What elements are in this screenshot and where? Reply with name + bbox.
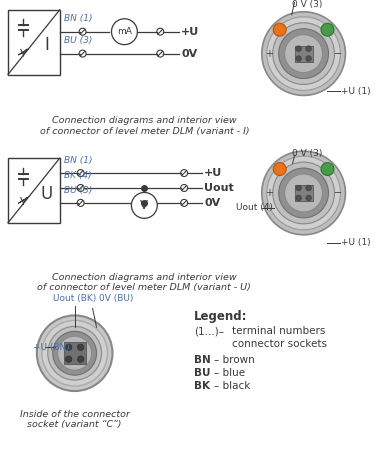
Bar: [294, 185, 313, 201]
Circle shape: [296, 46, 301, 52]
Circle shape: [279, 168, 328, 218]
Text: Connection diagrams and interior view
of connector of level meter DLM (variant -: Connection diagrams and interior view of…: [40, 116, 249, 136]
Text: 0V: 0V: [181, 49, 197, 59]
Circle shape: [306, 46, 311, 52]
Text: 0 V (3): 0 V (3): [292, 149, 322, 158]
Circle shape: [306, 56, 311, 61]
Text: – brown: – brown: [214, 355, 255, 365]
Circle shape: [285, 174, 322, 212]
Text: 0V (BU): 0V (BU): [99, 295, 133, 303]
Circle shape: [273, 162, 335, 224]
Bar: [64, 342, 85, 364]
Text: 0V: 0V: [204, 198, 220, 208]
Text: −: −: [335, 49, 342, 59]
Text: Uout (4): Uout (4): [236, 204, 273, 212]
Circle shape: [285, 35, 322, 73]
Text: +U (BN): +U (BN): [33, 343, 70, 352]
Circle shape: [58, 336, 91, 370]
Circle shape: [112, 19, 137, 45]
Circle shape: [262, 12, 345, 95]
Text: BK: BK: [194, 381, 210, 391]
Bar: [8, 158, 60, 223]
Text: +U (1): +U (1): [341, 87, 371, 96]
Bar: [294, 45, 313, 61]
Text: (1...)–: (1...)–: [194, 326, 224, 336]
Text: BU (3): BU (3): [64, 186, 92, 195]
Text: +U (1): +U (1): [341, 238, 371, 247]
Text: +: +: [265, 49, 273, 59]
Text: BK (4): BK (4): [64, 171, 91, 180]
Text: BN (1): BN (1): [64, 156, 92, 165]
Text: connector sockets: connector sockets: [232, 339, 327, 349]
Circle shape: [37, 315, 113, 391]
Circle shape: [267, 17, 341, 91]
Circle shape: [296, 56, 301, 61]
Text: terminal numbers: terminal numbers: [232, 326, 325, 336]
Text: Uout: Uout: [204, 183, 234, 193]
Text: mA: mA: [117, 27, 132, 36]
Circle shape: [65, 344, 72, 350]
Circle shape: [48, 326, 102, 380]
Text: BU: BU: [194, 368, 211, 378]
Text: −: −: [335, 188, 342, 198]
Circle shape: [53, 331, 96, 375]
Text: U: U: [41, 185, 53, 203]
Text: BN (1): BN (1): [64, 14, 92, 23]
Circle shape: [77, 344, 84, 350]
Circle shape: [262, 151, 345, 235]
Text: Legend:: Legend:: [194, 310, 248, 324]
Circle shape: [321, 23, 334, 36]
Circle shape: [296, 195, 301, 201]
Text: 0 V (3): 0 V (3): [292, 0, 322, 9]
Text: Uout (BK): Uout (BK): [53, 295, 96, 303]
Text: Inside of the connector
socket (variant “C”): Inside of the connector socket (variant …: [20, 410, 130, 429]
Circle shape: [273, 23, 286, 36]
Circle shape: [77, 356, 84, 363]
Circle shape: [306, 185, 311, 191]
Text: +U: +U: [204, 168, 222, 178]
Circle shape: [321, 163, 334, 175]
Circle shape: [306, 195, 311, 201]
Text: +: +: [265, 188, 273, 198]
Circle shape: [296, 185, 301, 191]
Text: – black: – black: [214, 381, 250, 391]
Circle shape: [132, 192, 157, 219]
Circle shape: [273, 23, 335, 84]
Text: BN: BN: [194, 355, 211, 365]
Text: I: I: [44, 37, 49, 54]
Circle shape: [65, 356, 72, 363]
Circle shape: [267, 156, 341, 230]
Text: +U: +U: [181, 27, 200, 37]
Circle shape: [279, 29, 328, 78]
Circle shape: [42, 320, 107, 386]
Bar: [8, 10, 60, 75]
Circle shape: [273, 163, 286, 175]
Text: – blue: – blue: [214, 368, 245, 378]
Text: V: V: [140, 199, 148, 212]
Text: BU (3): BU (3): [64, 36, 92, 45]
Text: Connection diagrams and interior view
of connector of level meter DLM (variant -: Connection diagrams and interior view of…: [37, 272, 251, 292]
